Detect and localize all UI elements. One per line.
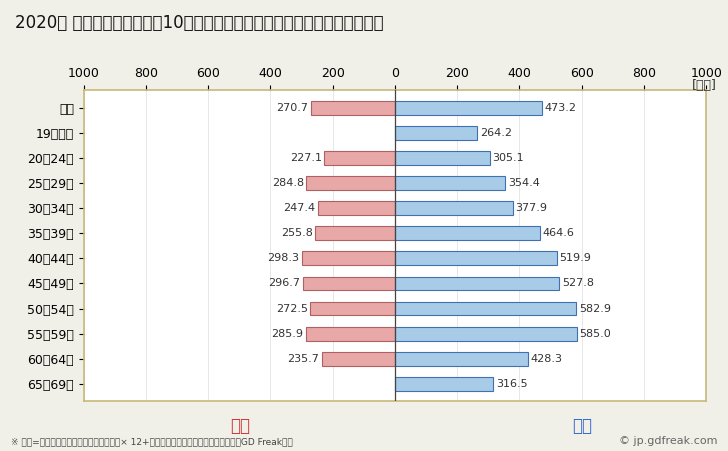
Text: 247.4: 247.4: [283, 203, 315, 213]
Bar: [395, 252, 557, 265]
Bar: [322, 352, 395, 366]
Text: © jp.gdfreak.com: © jp.gdfreak.com: [619, 437, 717, 446]
Bar: [395, 176, 505, 190]
Text: 2020年 民間企業（従業者数10人以上）フルタイム労働者の男女別平均年収: 2020年 民間企業（従業者数10人以上）フルタイム労働者の男女別平均年収: [15, 14, 383, 32]
Text: 305.1: 305.1: [492, 153, 524, 163]
Text: 270.7: 270.7: [276, 103, 308, 113]
Text: 527.8: 527.8: [562, 278, 594, 289]
Bar: [311, 101, 395, 115]
Text: 519.9: 519.9: [559, 253, 591, 263]
Bar: [318, 201, 395, 215]
Bar: [395, 226, 539, 240]
Bar: [306, 327, 395, 341]
Bar: [395, 201, 513, 215]
Text: 227.1: 227.1: [290, 153, 322, 163]
Bar: [315, 226, 395, 240]
Bar: [302, 252, 395, 265]
Text: ※ 年収=「きまって支給する現金給与額」× 12+「年間賞与その他特別給与額」としてGD Freak推計: ※ 年収=「きまって支給する現金給与額」× 12+「年間賞与その他特別給与額」と…: [11, 437, 293, 446]
Bar: [395, 377, 494, 391]
Text: 男性: 男性: [572, 417, 593, 435]
Text: 316.5: 316.5: [496, 379, 528, 389]
Bar: [395, 126, 477, 140]
Text: 296.7: 296.7: [268, 278, 300, 289]
Text: 255.8: 255.8: [281, 228, 313, 238]
Text: 285.9: 285.9: [272, 329, 304, 339]
Text: 473.2: 473.2: [545, 103, 577, 113]
Text: 272.5: 272.5: [276, 304, 308, 313]
Bar: [306, 176, 395, 190]
Text: 354.4: 354.4: [507, 178, 539, 188]
Text: 464.6: 464.6: [542, 228, 574, 238]
Bar: [395, 276, 559, 290]
Text: 377.9: 377.9: [515, 203, 547, 213]
Bar: [395, 352, 529, 366]
Text: 582.9: 582.9: [579, 304, 611, 313]
Text: 235.7: 235.7: [288, 354, 319, 364]
Text: 298.3: 298.3: [268, 253, 300, 263]
Text: 284.8: 284.8: [272, 178, 304, 188]
Bar: [324, 151, 395, 165]
Text: 264.2: 264.2: [480, 128, 512, 138]
Bar: [395, 101, 542, 115]
Bar: [310, 302, 395, 315]
Text: [万円]: [万円]: [692, 79, 717, 92]
Text: 585.0: 585.0: [579, 329, 612, 339]
Bar: [395, 327, 577, 341]
Text: 428.3: 428.3: [531, 354, 563, 364]
Text: 女性: 女性: [230, 417, 250, 435]
Bar: [395, 151, 490, 165]
Bar: [395, 302, 577, 315]
Bar: [303, 276, 395, 290]
